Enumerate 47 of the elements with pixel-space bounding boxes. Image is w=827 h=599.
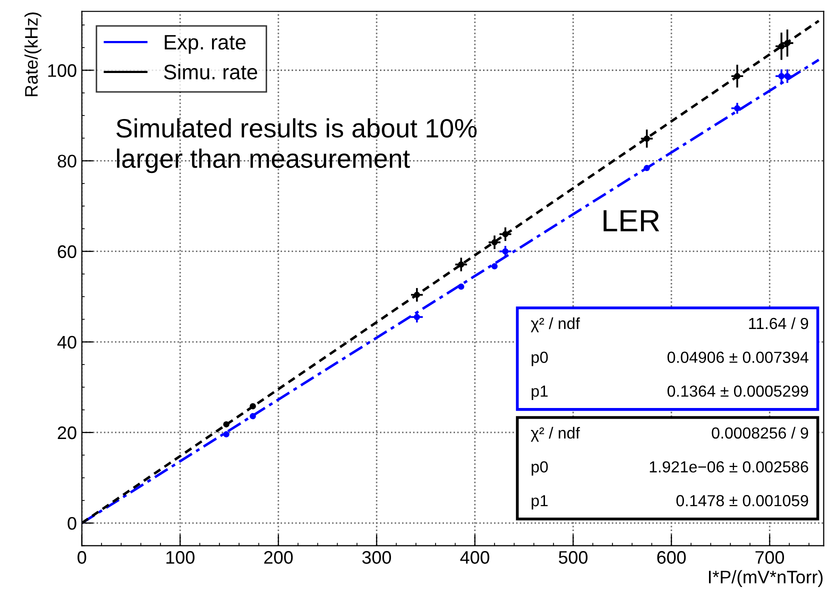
legend-label: Simu. rate: [164, 64, 258, 80]
x-tick-label: 200: [264, 551, 293, 564]
annotation: p1: [532, 386, 548, 400]
y-tick-label: 40: [57, 336, 76, 349]
x-tick-label: 0: [78, 551, 86, 564]
point: [778, 43, 785, 50]
point: [784, 40, 790, 46]
y-tick-label: 100: [48, 64, 76, 77]
x-tick-label: 400: [460, 551, 490, 564]
annotation: 11.64 / 9: [749, 317, 808, 330]
legend-label: Exp. rate: [164, 35, 246, 54]
annotation: LER: [604, 210, 660, 232]
point: [734, 105, 740, 112]
annotation: Simulated results is about 10% larger than measurement: [116, 118, 477, 174]
point: [414, 292, 420, 298]
y-tick-label: 80: [58, 154, 76, 168]
point: [414, 314, 420, 320]
annotation: p0: [532, 352, 548, 366]
annotation: 0.04906 ± 0.007394: [667, 352, 808, 363]
annotation: p0: [532, 461, 548, 476]
point: [778, 73, 785, 80]
point: [491, 239, 498, 246]
point: [734, 73, 740, 80]
y-tick-label: 60: [58, 245, 76, 258]
y-axis-title: Rate/(kHz): [24, 12, 42, 96]
point: [644, 164, 650, 172]
point: [502, 231, 508, 238]
point: [784, 73, 790, 80]
annotation: χ² / ndf: [530, 426, 580, 442]
annotation: χ² / ndf: [530, 317, 580, 332]
annotation: p1: [532, 495, 548, 510]
y-tick-label: 0: [68, 516, 76, 530]
annotation: 1.921e−06 ± 0.002586: [650, 461, 808, 472]
annotation: 0.1364 ± 0.0005299: [667, 386, 808, 397]
annotation: 0.1478 ± 0.001059: [676, 495, 808, 506]
x-tick-label: 600: [657, 551, 686, 564]
x-tick-label: 100: [166, 551, 194, 564]
x-tick-label: 300: [362, 551, 391, 564]
point: [502, 248, 508, 254]
point: [491, 263, 498, 270]
y-tick-label: 20: [58, 426, 76, 440]
point: [644, 135, 650, 142]
x-tick-label: 500: [558, 551, 588, 564]
point: [458, 261, 464, 268]
x-tick-label: 700: [756, 551, 784, 564]
x-axis-title: I*P/(mV*nTorr): [708, 570, 823, 587]
annotation: 0.0008256 / 9: [712, 426, 808, 439]
